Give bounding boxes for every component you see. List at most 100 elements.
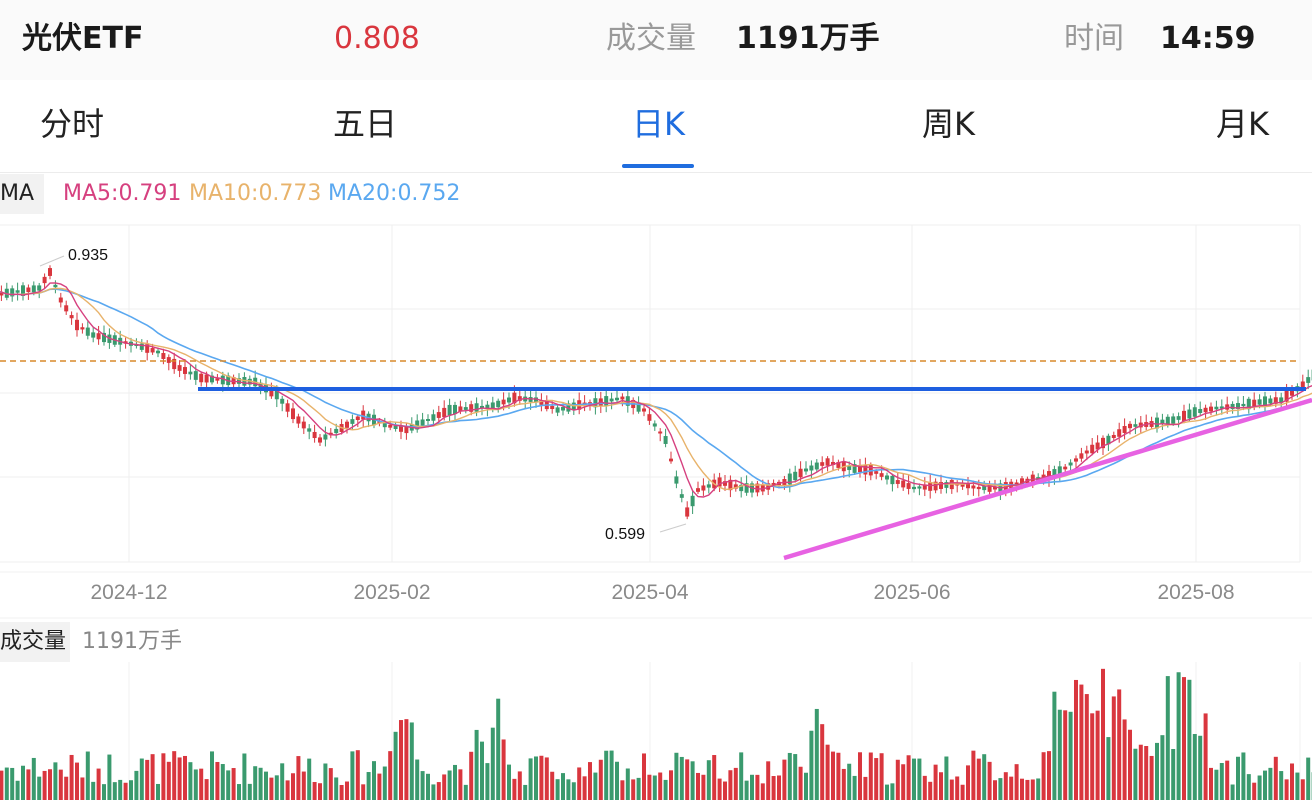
volume-bar — [577, 767, 582, 800]
volume-label: 成交量 — [0, 622, 70, 662]
candle-body — [982, 485, 987, 491]
candle-body — [760, 484, 765, 492]
volume-bar — [1084, 694, 1089, 800]
tab-intraday[interactable]: 分时 — [40, 105, 105, 143]
volume-bar — [1111, 696, 1116, 800]
volume-bar — [755, 774, 760, 800]
volume-bar — [1041, 752, 1046, 800]
volume-bar — [1003, 772, 1008, 800]
candle-body — [674, 476, 679, 484]
candle-body — [1074, 458, 1078, 462]
candle-body — [26, 287, 31, 293]
candle-body — [496, 400, 501, 408]
candle-body — [1209, 406, 1213, 412]
volume-bar — [1198, 735, 1203, 800]
candle-body — [193, 371, 198, 380]
x-tick-label: 2024-12 — [90, 581, 167, 604]
volume-bar — [139, 758, 144, 800]
volume-bar — [858, 752, 862, 800]
candle-body — [901, 480, 906, 488]
volume-bar — [220, 764, 225, 800]
volume-bar — [377, 773, 382, 800]
volume-bar — [150, 754, 155, 800]
volume-bar — [717, 778, 722, 800]
candle-body — [0, 292, 4, 296]
volume-bar — [593, 772, 598, 800]
volume-bar — [1063, 710, 1068, 800]
candle-body — [301, 421, 306, 429]
volume-bar — [496, 698, 501, 800]
volume-bar — [868, 752, 873, 800]
candle-body — [177, 365, 182, 371]
volume-bar — [809, 730, 814, 800]
volume-bar — [129, 780, 133, 800]
candle-body — [1111, 434, 1116, 439]
candle-body — [733, 484, 738, 489]
volume-bar — [10, 767, 15, 800]
candle-body — [1106, 435, 1111, 445]
volume-bar — [933, 764, 938, 800]
volume-bar — [912, 758, 916, 800]
tab-monthly-k[interactable]: 月K — [1216, 105, 1269, 143]
volume-bar — [615, 761, 619, 800]
volume-bar — [1138, 744, 1143, 800]
candle-body — [1203, 407, 1208, 413]
tab-daily-k[interactable]: 日K — [632, 105, 685, 143]
candle-body — [890, 475, 895, 485]
volume-bar — [1101, 668, 1105, 800]
volume-bar — [1144, 746, 1149, 800]
candle-body — [242, 376, 247, 386]
candle-body — [976, 486, 981, 490]
candle-body — [917, 486, 922, 489]
candle-body — [1236, 403, 1240, 409]
volume-bar — [26, 769, 31, 800]
volume-bar — [1047, 751, 1051, 800]
candle-body — [37, 285, 42, 291]
volume-bar — [955, 776, 960, 800]
candle-body — [912, 486, 916, 490]
tab-five-day[interactable]: 五日 — [333, 105, 398, 143]
volume-bar — [1025, 779, 1030, 800]
candle-body — [625, 396, 630, 406]
volume-bar — [123, 782, 128, 800]
volume-bar — [85, 751, 90, 800]
candle-body — [323, 434, 328, 440]
candle-body — [21, 285, 25, 296]
candle-body — [1079, 453, 1084, 459]
volume-bar — [15, 780, 20, 800]
candle-body — [490, 402, 495, 410]
candle-body — [922, 484, 927, 490]
candle-body — [442, 407, 447, 418]
candle-body — [696, 488, 700, 492]
volume-bar — [0, 770, 4, 800]
volume-bar — [1133, 748, 1138, 800]
volume-bar — [1187, 679, 1192, 800]
volume-bar — [890, 783, 895, 800]
volume-bar — [58, 769, 63, 800]
volume-bar — [1160, 735, 1165, 800]
volume-bar — [960, 784, 965, 800]
volume-bar — [874, 758, 879, 800]
candle-body — [31, 285, 36, 293]
volume-bar — [409, 722, 414, 800]
candle-body — [42, 276, 47, 284]
volume-bar — [4, 767, 9, 800]
candle-body — [172, 358, 177, 370]
candle-body — [1063, 466, 1068, 470]
candle-body — [620, 396, 625, 400]
candle-body — [480, 405, 484, 409]
volume-bar — [204, 779, 209, 800]
tab-weekly-k[interactable]: 周K — [922, 105, 975, 143]
candle-body — [1171, 416, 1176, 424]
volume-bar — [814, 708, 819, 800]
candle-body — [1214, 406, 1219, 410]
candle-body — [247, 378, 252, 385]
volume-bar — [280, 763, 285, 800]
low-label: 0.599 — [605, 526, 645, 543]
candle-body — [1057, 466, 1062, 475]
volume-bar — [328, 768, 333, 800]
volume-bar — [728, 770, 733, 800]
volume-bar — [787, 752, 792, 800]
volume-bar — [561, 773, 565, 800]
